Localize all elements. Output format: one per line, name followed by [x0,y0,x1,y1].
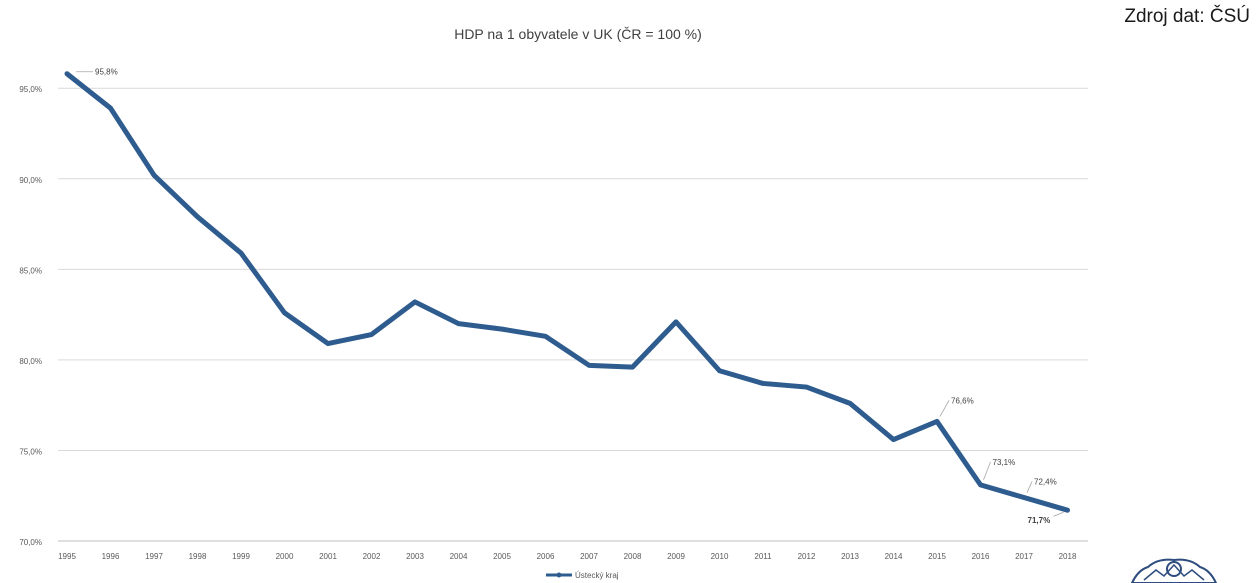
x-tick-label: 2014 [885,552,903,561]
data-point [586,363,592,368]
x-tick-label: 2018 [1059,552,1077,561]
data-source-note: Zdroj dat: ČSÚ [1124,6,1250,27]
data-point [151,172,157,178]
data-point [760,381,766,386]
data-label-leader [983,461,991,481]
data-point [369,332,374,337]
data-point [630,364,635,370]
data-point [456,321,461,326]
x-tick-label: 2004 [450,552,468,561]
data-label-leader [1026,481,1033,493]
x-tick-label: 2016 [972,552,990,561]
y-tick-label: 70,0% [19,538,42,547]
x-tick-label: 2013 [841,552,859,561]
data-point [847,401,853,406]
x-tick-label: 2011 [754,552,772,561]
data-point [195,214,200,220]
data-label: 95,8% [95,68,118,77]
data-point [282,310,287,315]
x-tick-label: 2000 [276,552,294,561]
legend-label: Ústecký kraj [575,571,619,580]
x-tick-label: 2006 [537,552,555,561]
data-point [543,334,548,339]
y-tick-label: 85,0% [19,266,42,275]
data-point [412,299,418,305]
data-point [238,250,244,256]
data-label: 71,7% [1028,516,1051,525]
data-label: 72,4% [1034,478,1057,487]
data-point [1021,495,1027,500]
gridlines [58,87,1088,542]
y-tick-label: 75,0% [19,447,42,456]
y-tick-label: 95,0% [19,85,42,94]
data-point [108,105,113,111]
series-line [64,71,1070,513]
chart-title: HDP na 1 obyvatele v UK (ČR = 100 %) [454,26,702,42]
data-point [1065,508,1070,513]
data-point [325,341,331,346]
series-line-group [64,71,1070,513]
x-tick-label: 1999 [232,552,250,561]
x-tick-label: 1996 [102,552,120,561]
x-tick-label: 2010 [711,552,729,561]
x-tick-label: 1995 [58,552,76,561]
data-label: 73,1% [993,458,1016,467]
data-label: 76,6% [951,396,974,405]
x-tick-label: 2012 [798,552,816,561]
x-tick-label: 2003 [406,552,424,561]
data-point [717,368,722,373]
x-tick-label: 2001 [319,552,337,561]
legend: Ústecký kraj [546,571,619,580]
data-labels: 95,8% 76,6% 73,1% 72,4% 71,7% [76,68,1064,525]
x-tick-label: 2007 [580,552,598,561]
data-point [804,384,809,390]
data-point [978,482,983,488]
x-tick-label: 2017 [1015,552,1033,561]
data-point [934,419,940,424]
x-tick-label: 2002 [363,552,381,561]
x-tick-label: 2009 [667,552,685,561]
csu-logo-icon [1130,558,1218,583]
x-tick-label: 2008 [624,552,642,561]
x-tick-label: 1998 [189,552,207,561]
x-tick-label: 1997 [145,552,163,561]
x-tick-label: 2005 [493,552,511,561]
y-tick-label: 90,0% [19,176,42,185]
y-tick-label: 80,0% [19,357,42,366]
data-point [673,319,679,325]
x-axis-ticks: 1995 1996 1997 1998 1999 2000 2001 2002 2003 2004… [58,552,1077,561]
x-tick-label: 2015 [928,552,946,561]
legend-marker [556,572,562,578]
data-point [64,71,70,76]
y-axis-ticks: 70,0% 75,0% 80,0% 85,0% 90,0% 95,0% [19,85,42,547]
data-label-leader [939,400,950,417]
data-point [891,437,896,442]
data-point [499,326,505,332]
data-label-leader [1053,511,1064,517]
